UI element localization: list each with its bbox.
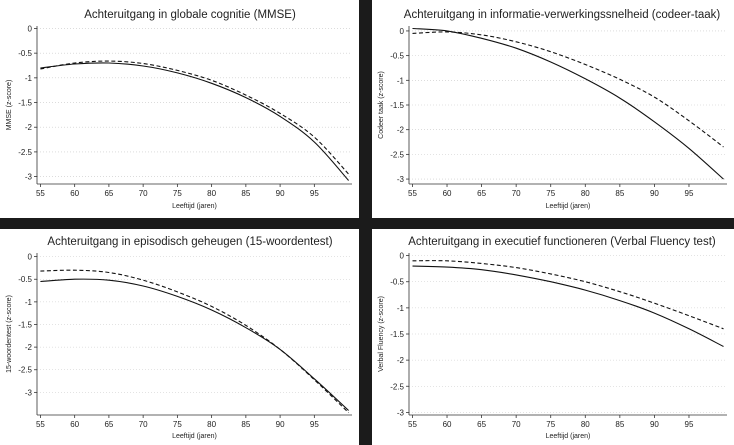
x-tick-label: 70: [139, 420, 148, 429]
y-tick-label: -1.5: [18, 99, 32, 108]
chart-title: Achteruitgang in executief functioneren …: [408, 236, 716, 248]
x-tick-label: 80: [207, 420, 216, 429]
x-tick-label: 90: [650, 420, 659, 429]
y-tick-label: 0: [400, 27, 405, 36]
x-tick-label: 80: [207, 189, 216, 198]
series-line-dashed: [412, 260, 724, 330]
y-tick-label: -0.5: [18, 49, 32, 58]
x-tick-label: 85: [241, 420, 250, 429]
y-tick-label: -1.5: [18, 320, 32, 329]
series-line-solid: [412, 27, 724, 180]
panel-mmse: 0 -0.5 -1 -1.5 -2 -2.5 -3 55 60 65 70 75 80 85 90 95 Ach…: [0, 0, 359, 218]
x-tick-label: 80: [581, 189, 590, 198]
y-tick-label: -2.5: [390, 150, 404, 159]
x-tick-label: 95: [685, 420, 694, 429]
x-tick-label: 65: [104, 189, 113, 198]
x-tick-label: 75: [173, 189, 182, 198]
series-line-dashed: [40, 60, 350, 175]
x-tick-label: 65: [104, 420, 113, 429]
y-tick-label: -0.5: [390, 278, 404, 287]
y-tick-label: -0.5: [390, 52, 404, 61]
x-axis-label: Leeftijd (jaren): [546, 433, 591, 440]
x-tick-label: 65: [477, 420, 486, 429]
chart-woordentest: 0 -0.5 -1 -1.5 -2 -2.5 -3 55 60 65 70 75 80 85 90 95 Ach…: [6, 236, 352, 440]
panel-woordentest: 0 -0.5 -1 -1.5 -2 -2.5 -3 55 60 65 70 75 80 85 90 95 Ach…: [0, 229, 359, 445]
y-tick-label: 0: [400, 252, 405, 261]
y-tick-label: -3: [25, 173, 33, 182]
chart-codeer: 0 -0.5 -1 -1.5 -2 -2.5 -355 60 65 70 75 80 85 90 95 Ach…: [378, 9, 727, 210]
x-axis-label: Leeftijd (jaren): [172, 203, 217, 210]
y-tick-label: -3: [397, 408, 405, 417]
y-axis-label: Codeer taak (z-score): [378, 71, 385, 139]
y-tick-label: -0.5: [18, 275, 32, 284]
y-tick-label: -3: [25, 388, 33, 397]
x-tick-label: 85: [241, 189, 250, 198]
x-tick-label: 60: [443, 420, 452, 429]
y-tick-label: -1.5: [390, 330, 404, 339]
x-tick-label: 60: [70, 420, 79, 429]
x-tick-label: 80: [581, 420, 590, 429]
x-tick-label: 95: [310, 189, 319, 198]
chart-title: Achteruitgang in globale cognitie (MMSE): [84, 9, 296, 21]
panel-verbal-fluency: 0 -0.5 -1 -1.5 -2 -2.5 -3 55 60 65 70 75 80 85 90 95 Ach…: [372, 229, 734, 445]
x-tick-label: 65: [477, 189, 486, 198]
y-tick-label: -1: [25, 74, 33, 83]
x-tick-label: 55: [408, 420, 417, 429]
x-axis-label: Leeftijd (jaren): [172, 433, 217, 440]
x-tick-label: 85: [615, 189, 624, 198]
y-tick-label: -2.5: [18, 366, 32, 375]
series-line-solid: [412, 265, 724, 347]
chart-title: Achteruitgang in episodisch geheugen (15…: [47, 236, 332, 248]
x-tick-label: 75: [173, 420, 182, 429]
y-tick-label: -1: [397, 304, 405, 313]
y-tick-label: -2.5: [18, 148, 32, 157]
y-tick-label: -1.5: [390, 101, 404, 110]
y-tick-label: -1: [25, 298, 33, 307]
chart-mmse: 0 -0.5 -1 -1.5 -2 -2.5 -355 60 65 70 75 80 85 90 95 Ach…: [6, 9, 352, 210]
x-tick-label: 90: [276, 420, 285, 429]
x-tick-label: 85: [615, 420, 624, 429]
panel-codeer: 0 -0.5 -1 -1.5 -2 -2.5 -3 55 60 65 70 75 80 85 90 95 Ach…: [372, 0, 734, 218]
x-tick-label: 70: [512, 189, 521, 198]
series-line-dashed: [412, 31, 724, 148]
x-tick-label: 55: [36, 420, 45, 429]
x-axis-label: Leeftijd (jaren): [546, 203, 591, 210]
y-tick-label: -2: [25, 123, 33, 132]
series-line-dashed: [40, 269, 349, 414]
x-tick-label: 90: [276, 189, 285, 198]
x-tick-label: 75: [546, 189, 555, 198]
y-axis-label: MMSE (z-score): [6, 80, 13, 131]
y-tick-label: 0: [28, 253, 33, 262]
y-tick-label: -3: [397, 175, 405, 184]
x-tick-label: 60: [70, 189, 79, 198]
x-tick-label: 70: [512, 420, 521, 429]
x-tick-label: 75: [546, 420, 555, 429]
y-tick-label: -2.5: [390, 382, 404, 391]
x-tick-label: 70: [139, 189, 148, 198]
y-tick-label: 0: [28, 24, 33, 33]
series-line-solid: [40, 62, 350, 181]
x-tick-label: 95: [310, 420, 319, 429]
y-tick-label: -1: [397, 76, 405, 85]
x-tick-label: 55: [408, 189, 417, 198]
y-tick-label: -2: [25, 343, 33, 352]
x-tick-label: 95: [685, 189, 694, 198]
x-tick-label: 55: [36, 189, 45, 198]
y-axis-label: 15-woordentest (z-score): [6, 295, 13, 373]
y-axis-label: Verbal Fluency (z-score): [378, 296, 385, 372]
x-tick-label: 60: [443, 189, 452, 198]
y-tick-label: -2: [397, 126, 405, 135]
chart-verbal-fluency: 0 -0.5 -1 -1.5 -2 -2.5 -355 60 65 70 75 80 85 90 95 Ach…: [378, 236, 727, 440]
y-tick-label: -2: [397, 356, 405, 365]
x-tick-label: 90: [650, 189, 659, 198]
chart-title: Achteruitgang in informatie-verwerkingss…: [404, 9, 721, 21]
